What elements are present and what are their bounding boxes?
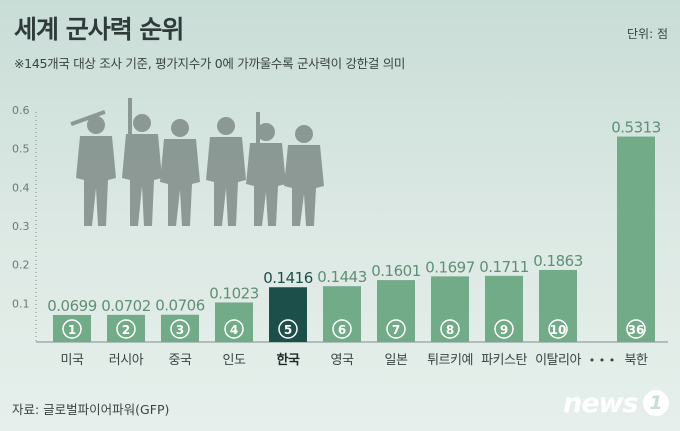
value-label: 0.0706	[155, 297, 205, 315]
bar-6	[323, 286, 361, 342]
x-tick-label: 한국	[277, 352, 300, 368]
bar-4	[215, 302, 253, 342]
rank-number: 7	[392, 323, 400, 337]
rank-badge	[386, 319, 406, 339]
value-label: 0.1711	[479, 258, 529, 276]
bar-10	[539, 269, 577, 342]
rank-number: 2	[122, 323, 130, 337]
value-label: 0.1863	[533, 252, 583, 270]
rank-number: 1	[68, 323, 76, 337]
rank-number: 10	[550, 323, 567, 337]
page-title: 세계 군사력 순위	[14, 15, 184, 44]
x-tick-label: 영국	[331, 353, 354, 368]
x-tick-label: 중국	[169, 353, 192, 368]
x-tick-label: 미국	[61, 353, 84, 368]
value-label: 0.1023	[209, 284, 259, 302]
rank-number: 4	[230, 323, 238, 337]
value-label: 0.5313	[611, 119, 661, 137]
rank-badge	[278, 319, 298, 339]
rank-badge	[494, 319, 514, 339]
rank-badge	[548, 319, 568, 339]
chart-subtitle: ※145개국 대상 조사 기준, 평가지수가 0에 가까울수록 군사력이 강한걸…	[14, 56, 406, 71]
news1-logo: news 1	[563, 386, 675, 424]
value-label: 0.1697	[425, 258, 475, 276]
x-tick-label: 파키스탄	[481, 353, 527, 368]
rank-badge	[332, 319, 352, 339]
rank-number: 36	[628, 323, 645, 337]
source-note: 자료: 글로벌파이어파워(GFP)	[12, 402, 170, 417]
rank-number: 3	[176, 323, 184, 337]
rank-badge	[62, 319, 82, 339]
bar-9	[485, 275, 523, 342]
rank-badge	[224, 319, 244, 339]
x-tick-label: 북한	[625, 353, 648, 368]
value-label: 0.0702	[101, 297, 151, 315]
rank-number: 8	[446, 323, 454, 337]
bar-8	[431, 276, 469, 342]
unit-label: 단위: 점	[627, 27, 668, 41]
x-tick-label: 러시아	[109, 353, 144, 368]
logo-text: news	[563, 388, 639, 419]
x-tick-label: 인도	[223, 353, 246, 368]
bar-11	[617, 136, 655, 342]
rank-number: 6	[338, 323, 346, 337]
y-tick-label: 0.6	[12, 104, 30, 117]
y-tick-label: 0.1	[12, 297, 30, 310]
logo-badge: 1	[643, 390, 669, 416]
gap-marker: • • •	[589, 354, 615, 367]
rank-number: 9	[500, 323, 508, 337]
y-tick-label: 0.5	[12, 143, 30, 156]
rank-number: 5	[284, 323, 292, 337]
value-label: 0.1416	[263, 269, 313, 287]
y-tick-label: 0.2	[12, 259, 30, 272]
bar-7	[377, 280, 415, 342]
rank-badge	[626, 319, 646, 339]
rank-badge	[170, 319, 190, 339]
y-tick-label: 0.3	[12, 220, 30, 233]
value-label: 0.1443	[317, 268, 367, 286]
rank-badge	[440, 319, 460, 339]
value-label: 0.0699	[47, 297, 97, 315]
value-label: 0.1601	[371, 262, 421, 280]
x-tick-label: 튀르키예	[427, 353, 473, 368]
y-tick-label: 0.4	[12, 181, 30, 194]
bar-5	[269, 287, 307, 342]
x-tick-label: 이탈리아	[535, 353, 581, 368]
rank-badge	[116, 319, 136, 339]
x-tick-label: 일본	[385, 353, 408, 368]
